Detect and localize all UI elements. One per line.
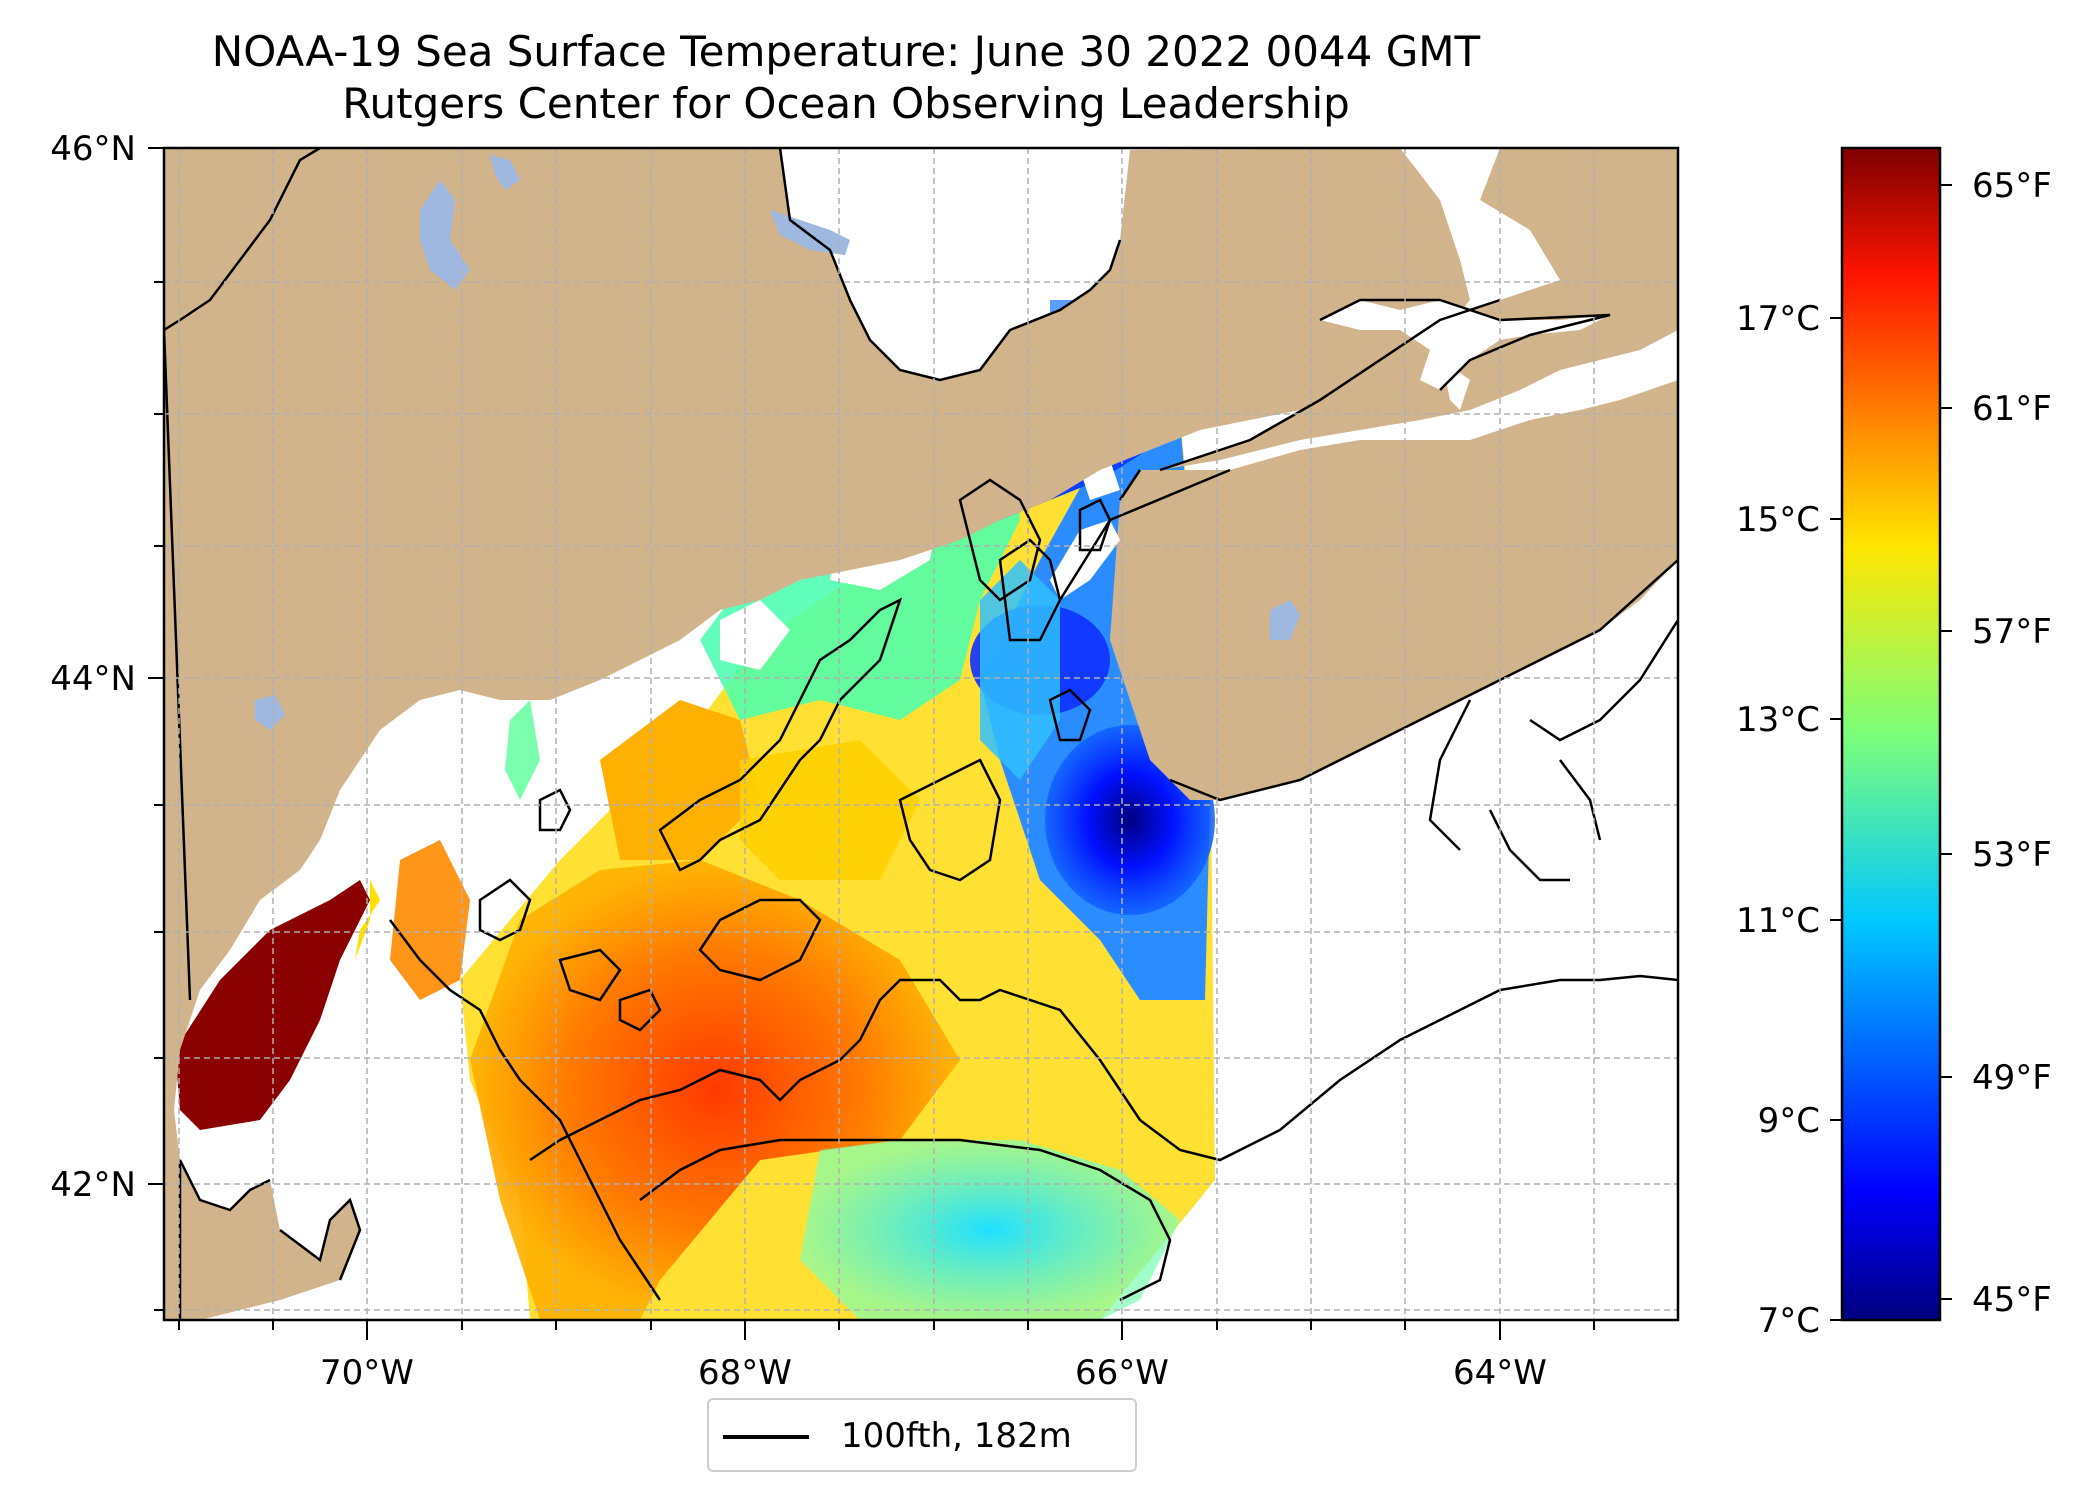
fahrenheit-tick-label: 61°F — [1972, 389, 2052, 429]
map-panel — [162, 146, 1680, 1322]
colorbar-fahrenheit-labels: 45°F 49°F 53°F 57°F 61°F 65°F — [1972, 166, 2052, 1320]
colorbar: 7°C 9°C 11°C 13°C 15°C 17°C 45°F 49°F 53… — [1736, 146, 2052, 1341]
celsius-tick-label: 17°C — [1736, 299, 1820, 339]
lat-tick-label: 42°N — [50, 1165, 136, 1205]
coastlines — [164, 148, 1678, 1320]
celsius-tick-label: 13°C — [1736, 700, 1820, 740]
land — [164, 148, 1678, 1320]
fahrenheit-tick-label: 53°F — [1972, 835, 2052, 875]
isobath-100fth — [389, 478, 1678, 1302]
lon-tick-label: 64°W — [1453, 1353, 1547, 1393]
legend-label: 100fth, 182m — [841, 1416, 1072, 1456]
celsius-tick-label: 9°C — [1758, 1101, 1820, 1141]
legend-line-swatch — [723, 1435, 809, 1439]
celsius-tick-label: 15°C — [1736, 500, 1820, 540]
lon-tick-label: 68°W — [698, 1353, 792, 1393]
fahrenheit-tick-label: 49°F — [1972, 1058, 2052, 1098]
lon-tick-label: 66°W — [1075, 1353, 1169, 1393]
map-frame — [162, 146, 1680, 1322]
colorbar-gradient — [1840, 146, 1942, 1322]
fahrenheit-tick-label: 57°F — [1972, 612, 2052, 652]
lon-tick-labels: 70°W 68°W 66°W 64°W — [320, 1353, 1547, 1393]
lat-tick-labels: 46°N 44°N 42°N — [50, 129, 136, 1205]
lat-axis — [148, 147, 164, 1311]
lon-tick-label: 70°W — [320, 1353, 414, 1393]
lat-tick-label: 44°N — [50, 659, 136, 699]
celsius-tick-label: 11°C — [1736, 901, 1820, 941]
gridlines — [164, 148, 1678, 1320]
colorbar-celsius-labels: 7°C 9°C 11°C 13°C 15°C 17°C — [1736, 299, 1820, 1341]
map-title: NOAA-19 Sea Surface Temperature: June 30… — [211, 27, 1481, 76]
map-subtitle: Rutgers Center for Ocean Observing Leade… — [342, 79, 1350, 128]
colorbar-fahrenheit-ticks — [1940, 184, 1952, 1300]
fahrenheit-tick-label: 45°F — [1972, 1280, 2052, 1320]
colorbar-celsius-ticks — [1830, 317, 1842, 1321]
celsius-tick-label: 7°C — [1758, 1301, 1820, 1341]
legend: 100fth, 182m — [707, 1398, 1137, 1472]
lon-axis — [178, 1320, 1595, 1340]
lat-tick-label: 46°N — [50, 129, 136, 169]
fahrenheit-tick-label: 65°F — [1972, 166, 2052, 206]
